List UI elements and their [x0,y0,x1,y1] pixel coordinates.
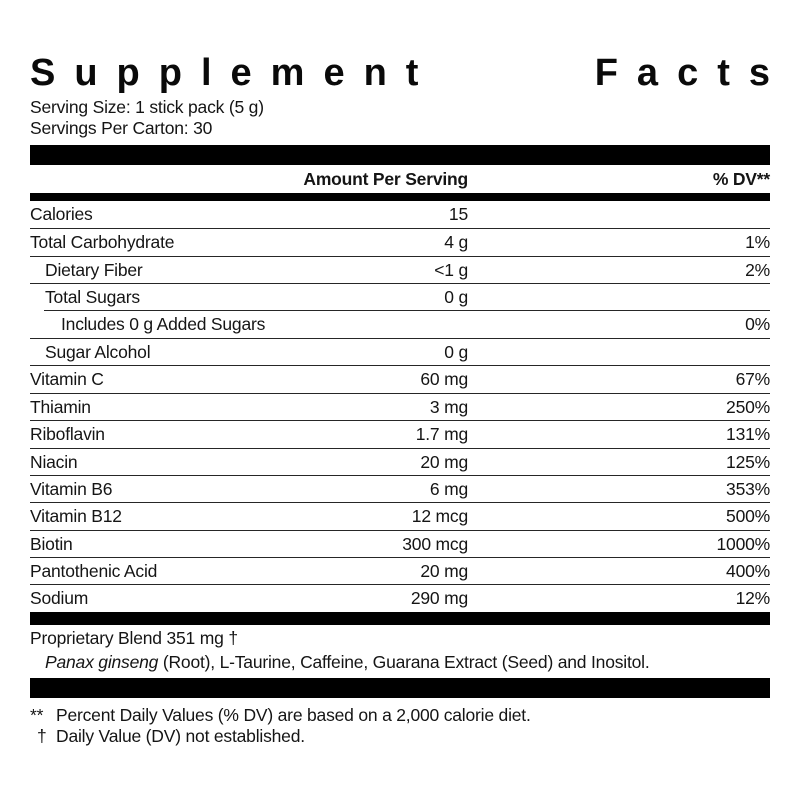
nutrient-row-pantothenic-acid: Pantothenic Acid 20 mg 400% [30,557,770,584]
nutrient-name: Biotin [30,533,73,554]
nutrient-amount: 20 mg [420,561,468,582]
divider-bar-header [30,193,770,201]
nutrient-amount: 60 mg [420,369,468,390]
nutrient-row-riboflavin: Riboflavin 1.7 mg 131% [30,420,770,447]
nutrient-row-total-sugars: Total Sugars 0 g [30,283,770,310]
nutrient-dv: 12% [735,588,771,609]
nutrient-name: Dietary Fiber [45,259,143,280]
nutrient-dv: 131% [726,424,770,445]
proprietary-blend-amount: 351 mg [166,627,224,648]
ingredient-botanical-name: Panax ginseng [45,651,159,672]
nutrient-row-sugar-alcohol: Sugar Alcohol 0 g [30,337,770,365]
ingredients-rest: (Root), L-Taurine, Caffeine, Guarana Ext… [158,651,650,672]
nutrient-amount: 300 mcg [402,533,468,554]
proprietary-blend-dagger: † [228,627,238,648]
supplement-facts-label: Supplement Facts Serving Size: 1 stick p… [30,0,770,748]
nutrient-table: Calories 15 Total Carbohydrate 4 g 1% Di… [30,201,770,612]
divider-bar-blend [30,611,770,625]
footnote-dv-basis: ** Percent Daily Values (% DV) are based… [30,705,770,727]
nutrient-row-vitamin-c: Vitamin C 60 mg 67% [30,365,770,392]
nutrient-amount: 4 g [444,232,468,253]
nutrient-name: Sodium [30,588,89,609]
footnote-marker-asterisks: ** [30,704,44,725]
footnote-text: Percent Daily Values (% DV) are based on… [56,704,531,725]
nutrient-name: Vitamin C [30,369,104,390]
nutrient-amount: <1 g [434,259,468,280]
nutrient-amount: 20 mg [420,451,468,472]
nutrient-amount: 0 g [444,341,468,362]
nutrient-row-sodium: Sodium 290 mg 12% [30,584,770,611]
nutrient-dv: 1000% [716,533,771,554]
nutrient-row-niacin: Niacin 20 mg 125% [30,447,770,475]
servings-per-carton-text: Servings Per Carton: 30 [30,118,213,138]
nutrient-dv: 250% [726,396,770,417]
nutrient-row-thiamin: Thiamin 3 mg 250% [30,392,770,420]
nutrient-amount: 1.7 mg [415,424,469,445]
nutrient-row-dietary-fiber: Dietary Fiber <1 g 2% [30,255,770,283]
title-word-facts: Facts [594,52,789,94]
column-header-row: Amount Per Serving % DV** [30,165,770,193]
proprietary-blend-name: Proprietary Blend [30,627,162,648]
nutrient-dv: 1% [745,232,770,253]
nutrient-row-vitamin-b12: Vitamin B12 12 mcg 500% [30,502,770,529]
nutrient-amount: 6 mg [429,478,468,499]
serving-size-text: Serving Size: 1 stick pack (5 g) [30,97,264,117]
nutrient-row-added-sugars: Includes 0 g Added Sugars 0% [30,309,770,338]
nutrient-dv: 400% [726,561,770,582]
nutrient-amount: 15 [448,204,468,224]
nutrient-row-total-carbohydrate: Total Carbohydrate 4 g 1% [30,228,770,255]
nutrient-name: Riboflavin [30,424,105,445]
nutrient-amount: 0 g [444,287,468,308]
nutrient-row-vitamin-b6: Vitamin B6 6 mg 353% [30,474,770,502]
nutrient-name: Calories [30,204,93,224]
nutrient-name: Thiamin [30,396,91,417]
label-title: Supplement Facts [30,52,770,94]
amount-per-serving-header: Amount Per Serving [303,169,468,189]
nutrient-row-calories: Calories 15 [30,201,770,228]
footnote-marker-dagger: † [37,726,47,747]
nutrient-dv: 67% [735,369,771,390]
title-word-supplement: Supplement [30,52,438,94]
footnotes: ** Percent Daily Values (% DV) are based… [30,705,770,748]
nutrient-name: Vitamin B12 [30,506,122,527]
ingredients-list: Panax ginseng (Root), L-Taurine, Caffein… [30,652,770,674]
divider-bar-bottom [30,677,770,698]
nutrient-name: Niacin [30,451,78,472]
nutrient-name: Total Carbohydrate [30,232,175,253]
nutrient-name: Vitamin B6 [30,478,113,499]
nutrient-amount: 12 mcg [411,506,468,527]
footnote-text: Daily Value (DV) not established. [56,726,305,747]
nutrient-dv: 353% [726,478,770,499]
nutrient-name: Total Sugars [45,287,140,308]
nutrient-row-biotin: Biotin 300 mcg 1000% [30,529,771,557]
proprietary-blend-row: Proprietary Blend 351 mg † [30,625,770,652]
nutrient-dv: 125% [726,451,770,472]
nutrient-name: Sugar Alcohol [45,341,151,362]
nutrient-dv: 500% [726,506,770,527]
nutrient-amount: 290 mg [410,588,468,609]
nutrient-amount: 3 mg [429,396,468,417]
nutrient-dv: 2% [745,259,770,280]
divider-bar-top [30,145,770,165]
serving-info: Serving Size: 1 stick pack (5 g) Serving… [30,97,770,139]
nutrient-dv: 0% [745,313,770,334]
nutrient-name: Pantothenic Acid [30,561,158,582]
percent-dv-header: % DV** [712,169,770,189]
footnote-dagger: † Daily Value (DV) not established. [30,726,770,748]
nutrient-name: Includes 0 g Added Sugars [61,313,266,334]
